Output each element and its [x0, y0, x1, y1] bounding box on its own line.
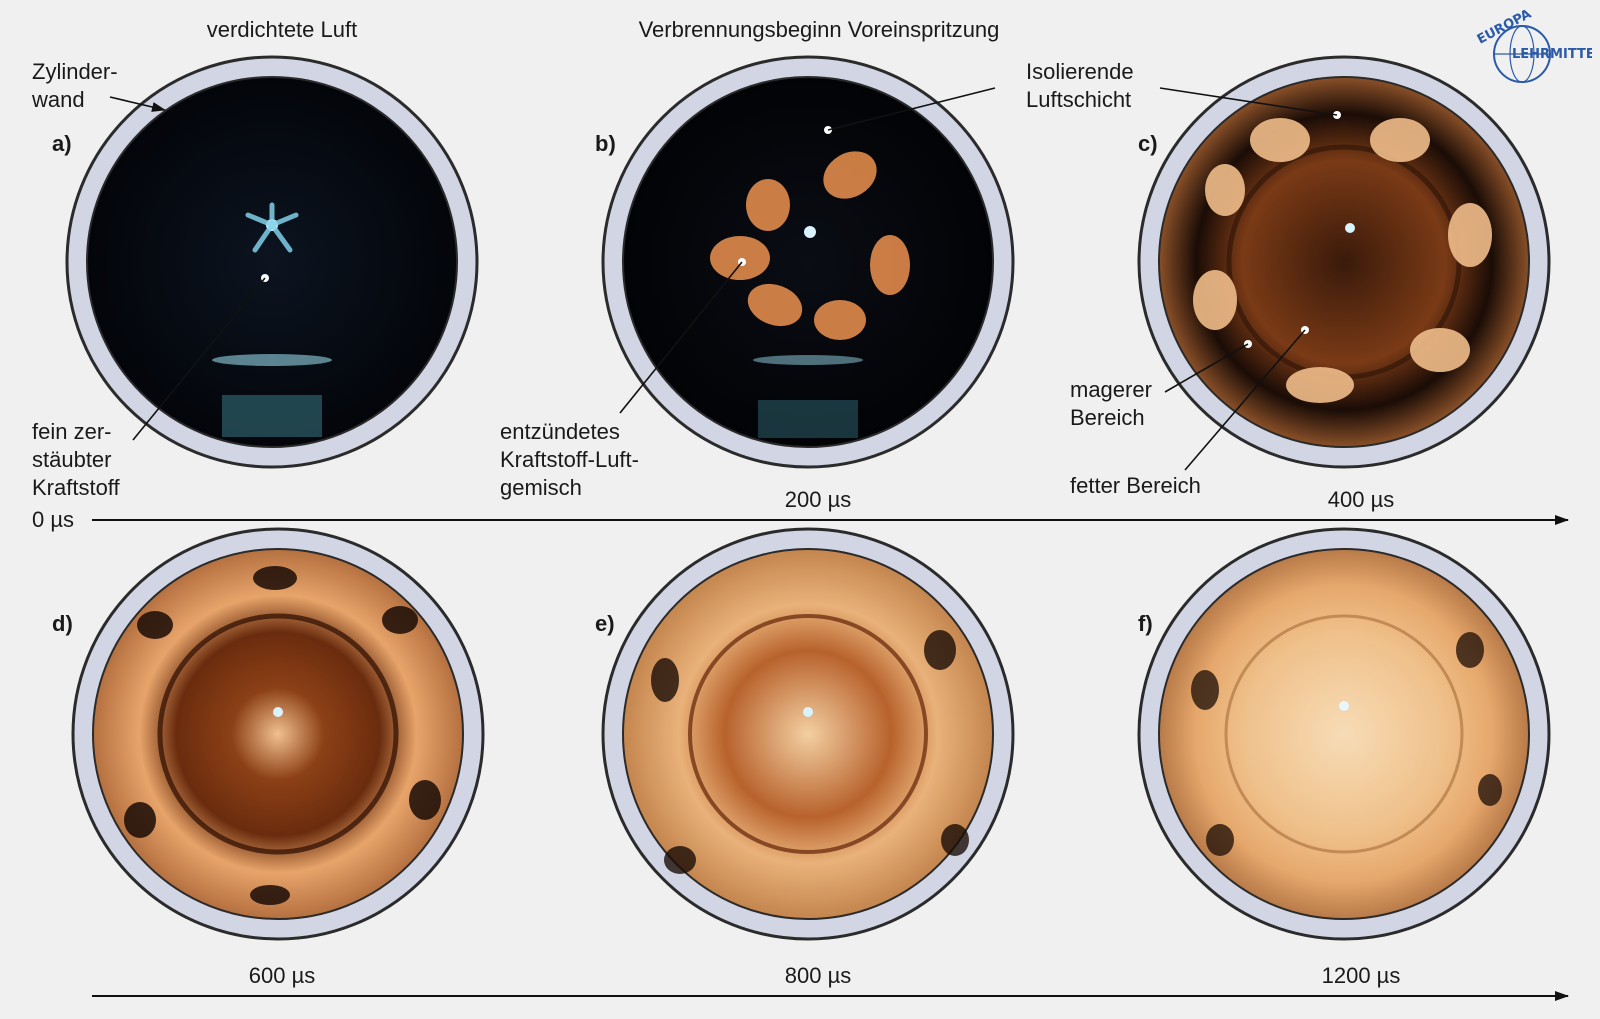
lean-flame-lobes: [1193, 118, 1492, 403]
injector-nozzle: [1345, 223, 1355, 233]
piston-bowl-rim: [688, 614, 928, 854]
ignited-flame-plumes: [710, 151, 910, 340]
leader-insulating-b: [827, 87, 996, 131]
panel-e: [601, 527, 1015, 941]
piston-bowl-rim: [1224, 614, 1464, 854]
leader-fuel: [132, 277, 266, 441]
leader-rich: [1184, 329, 1306, 471]
panel-f: [1137, 527, 1551, 941]
combustion-chamber: [1158, 548, 1530, 920]
panel-c: [1137, 55, 1551, 469]
panel-d: [71, 527, 485, 941]
soot-gaps: [651, 630, 969, 874]
logo-text-bottom: LEHRMITTEL: [1512, 47, 1592, 62]
fuel-spray-jets: [245, 202, 299, 253]
soot-gaps: [1191, 632, 1502, 856]
panel-a: [65, 55, 479, 469]
piston-bowl-rim: [157, 613, 399, 855]
combustion-chamber: [622, 76, 994, 448]
leader-lean: [1164, 343, 1249, 393]
injector-nozzle: [804, 226, 816, 238]
leader-wall: [109, 96, 166, 112]
leader-ignited: [619, 261, 743, 414]
injector-nozzle: [273, 707, 283, 717]
panel-b: [601, 55, 1015, 469]
injector-nozzle: [803, 707, 813, 717]
leader-lines: [109, 87, 1338, 471]
soot-gaps: [124, 566, 441, 905]
combustion-chamber: [86, 76, 458, 448]
piston-glow: [212, 354, 332, 366]
injector-nozzle: [1339, 701, 1349, 711]
europa-lehrmittel-logo: EUROPA LEHRMITTEL: [1475, 7, 1592, 83]
piston-glow: [753, 355, 863, 365]
combustion-chamber: [622, 548, 994, 920]
combustion-chamber: [92, 548, 464, 920]
piston-base: [222, 395, 322, 437]
piston-base: [758, 400, 858, 438]
leader-insulating-c: [1159, 87, 1338, 116]
